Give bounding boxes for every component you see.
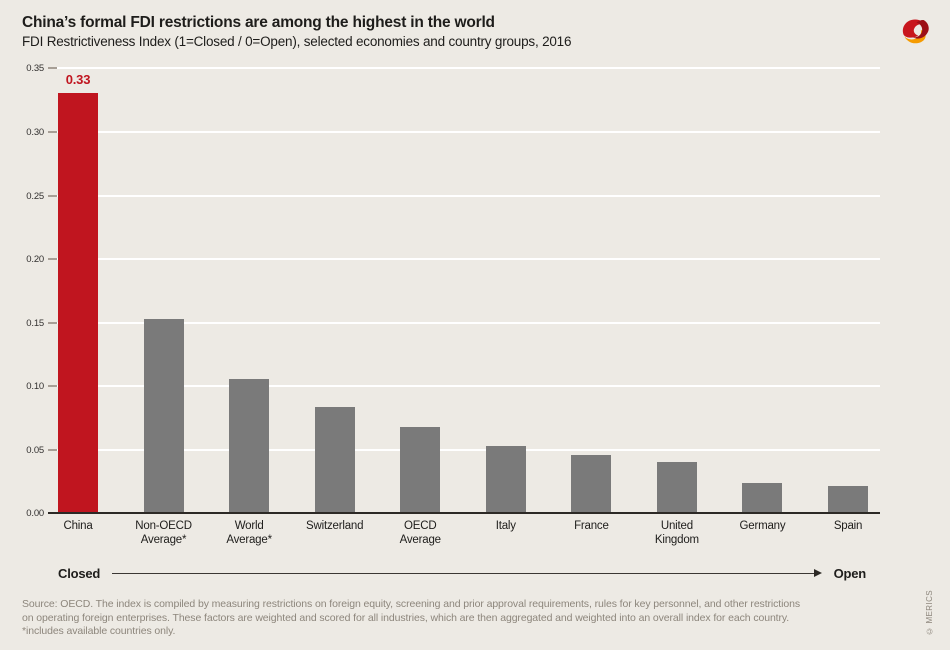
closed-label: Closed xyxy=(58,565,101,581)
y-axis-tick xyxy=(48,385,57,388)
x-axis-labels: China Non-OECD Average* World Average* Swit… xyxy=(48,520,880,564)
x-category-label: China xyxy=(63,520,93,533)
gridline xyxy=(48,321,880,324)
y-tick-label: 0.20 xyxy=(26,254,44,266)
y-axis-tick xyxy=(48,130,57,133)
bar-germany xyxy=(742,483,783,513)
y-tick-label: 0.30 xyxy=(26,126,44,138)
x-category-label: Spain xyxy=(833,520,863,533)
y-axis-tick xyxy=(48,448,57,451)
arrow-head-icon xyxy=(813,569,822,578)
bar-non-oecd-average xyxy=(143,319,184,513)
footnote-line: *includes available countries only. xyxy=(22,625,176,638)
x-category-label: Germany xyxy=(739,520,786,533)
chart-area: 0.33 China Non-OECD Average* World Average… xyxy=(0,63,950,582)
page-title: China’s formal FDI restrictions are amon… xyxy=(22,14,495,31)
gridline xyxy=(48,67,880,70)
x-category-label: OECD Average xyxy=(399,520,441,546)
x-category-label: Non-OECD Average* xyxy=(135,520,192,546)
bar-switzerland xyxy=(314,406,355,513)
source-line: Source: OECD. The index is compiled by m… xyxy=(22,598,800,611)
bar-united-kingdom xyxy=(656,461,697,513)
y-axis-tick xyxy=(48,67,57,70)
bar-china xyxy=(58,92,98,513)
y-tick-label: 0.05 xyxy=(26,444,44,456)
gridline xyxy=(48,130,880,133)
y-axis-tick xyxy=(48,258,57,261)
y-tick-label: 0.00 xyxy=(26,508,44,520)
copyright-label: © MERICS xyxy=(925,590,934,636)
x-category-label: United Kingdom xyxy=(654,520,699,546)
direction-arrow xyxy=(112,569,822,578)
y-axis-tick xyxy=(48,194,57,197)
plot-area: 0.33 xyxy=(48,67,880,515)
gridline xyxy=(48,258,880,261)
bar-world-average xyxy=(229,378,270,513)
merics-logo-icon xyxy=(896,10,934,48)
x-category-label: Switzerland xyxy=(306,520,364,533)
bar-france xyxy=(571,455,612,513)
arrow-shaft xyxy=(112,572,814,575)
y-tick-label: 0.15 xyxy=(26,317,44,329)
bar-oecd-average xyxy=(400,427,441,513)
bar-italy xyxy=(485,446,526,513)
closed-open-axis: Closed Open xyxy=(48,564,880,582)
page-subtitle: FDI Restrictiveness Index (1=Closed / 0=… xyxy=(22,34,572,50)
source-line: on operating foreign enterprises. These … xyxy=(22,611,790,624)
bar-spain xyxy=(828,485,869,513)
bar-value-label: 0.33 xyxy=(65,71,91,87)
source-note: Source: OECD. The index is compiled by m… xyxy=(22,598,928,639)
gridline xyxy=(48,385,880,388)
x-category-label: Italy xyxy=(495,520,516,533)
x-category-label: France xyxy=(574,520,609,533)
x-category-label: World Average* xyxy=(226,520,272,546)
y-tick-label: 0.25 xyxy=(26,190,44,202)
y-axis-tick xyxy=(48,321,57,324)
header: China’s formal FDI restrictions are amon… xyxy=(0,0,950,49)
y-tick-label: 0.35 xyxy=(26,63,44,75)
open-label: Open xyxy=(833,565,867,581)
y-tick-label: 0.10 xyxy=(26,381,44,393)
gridline xyxy=(48,194,880,197)
gridline xyxy=(48,448,880,451)
